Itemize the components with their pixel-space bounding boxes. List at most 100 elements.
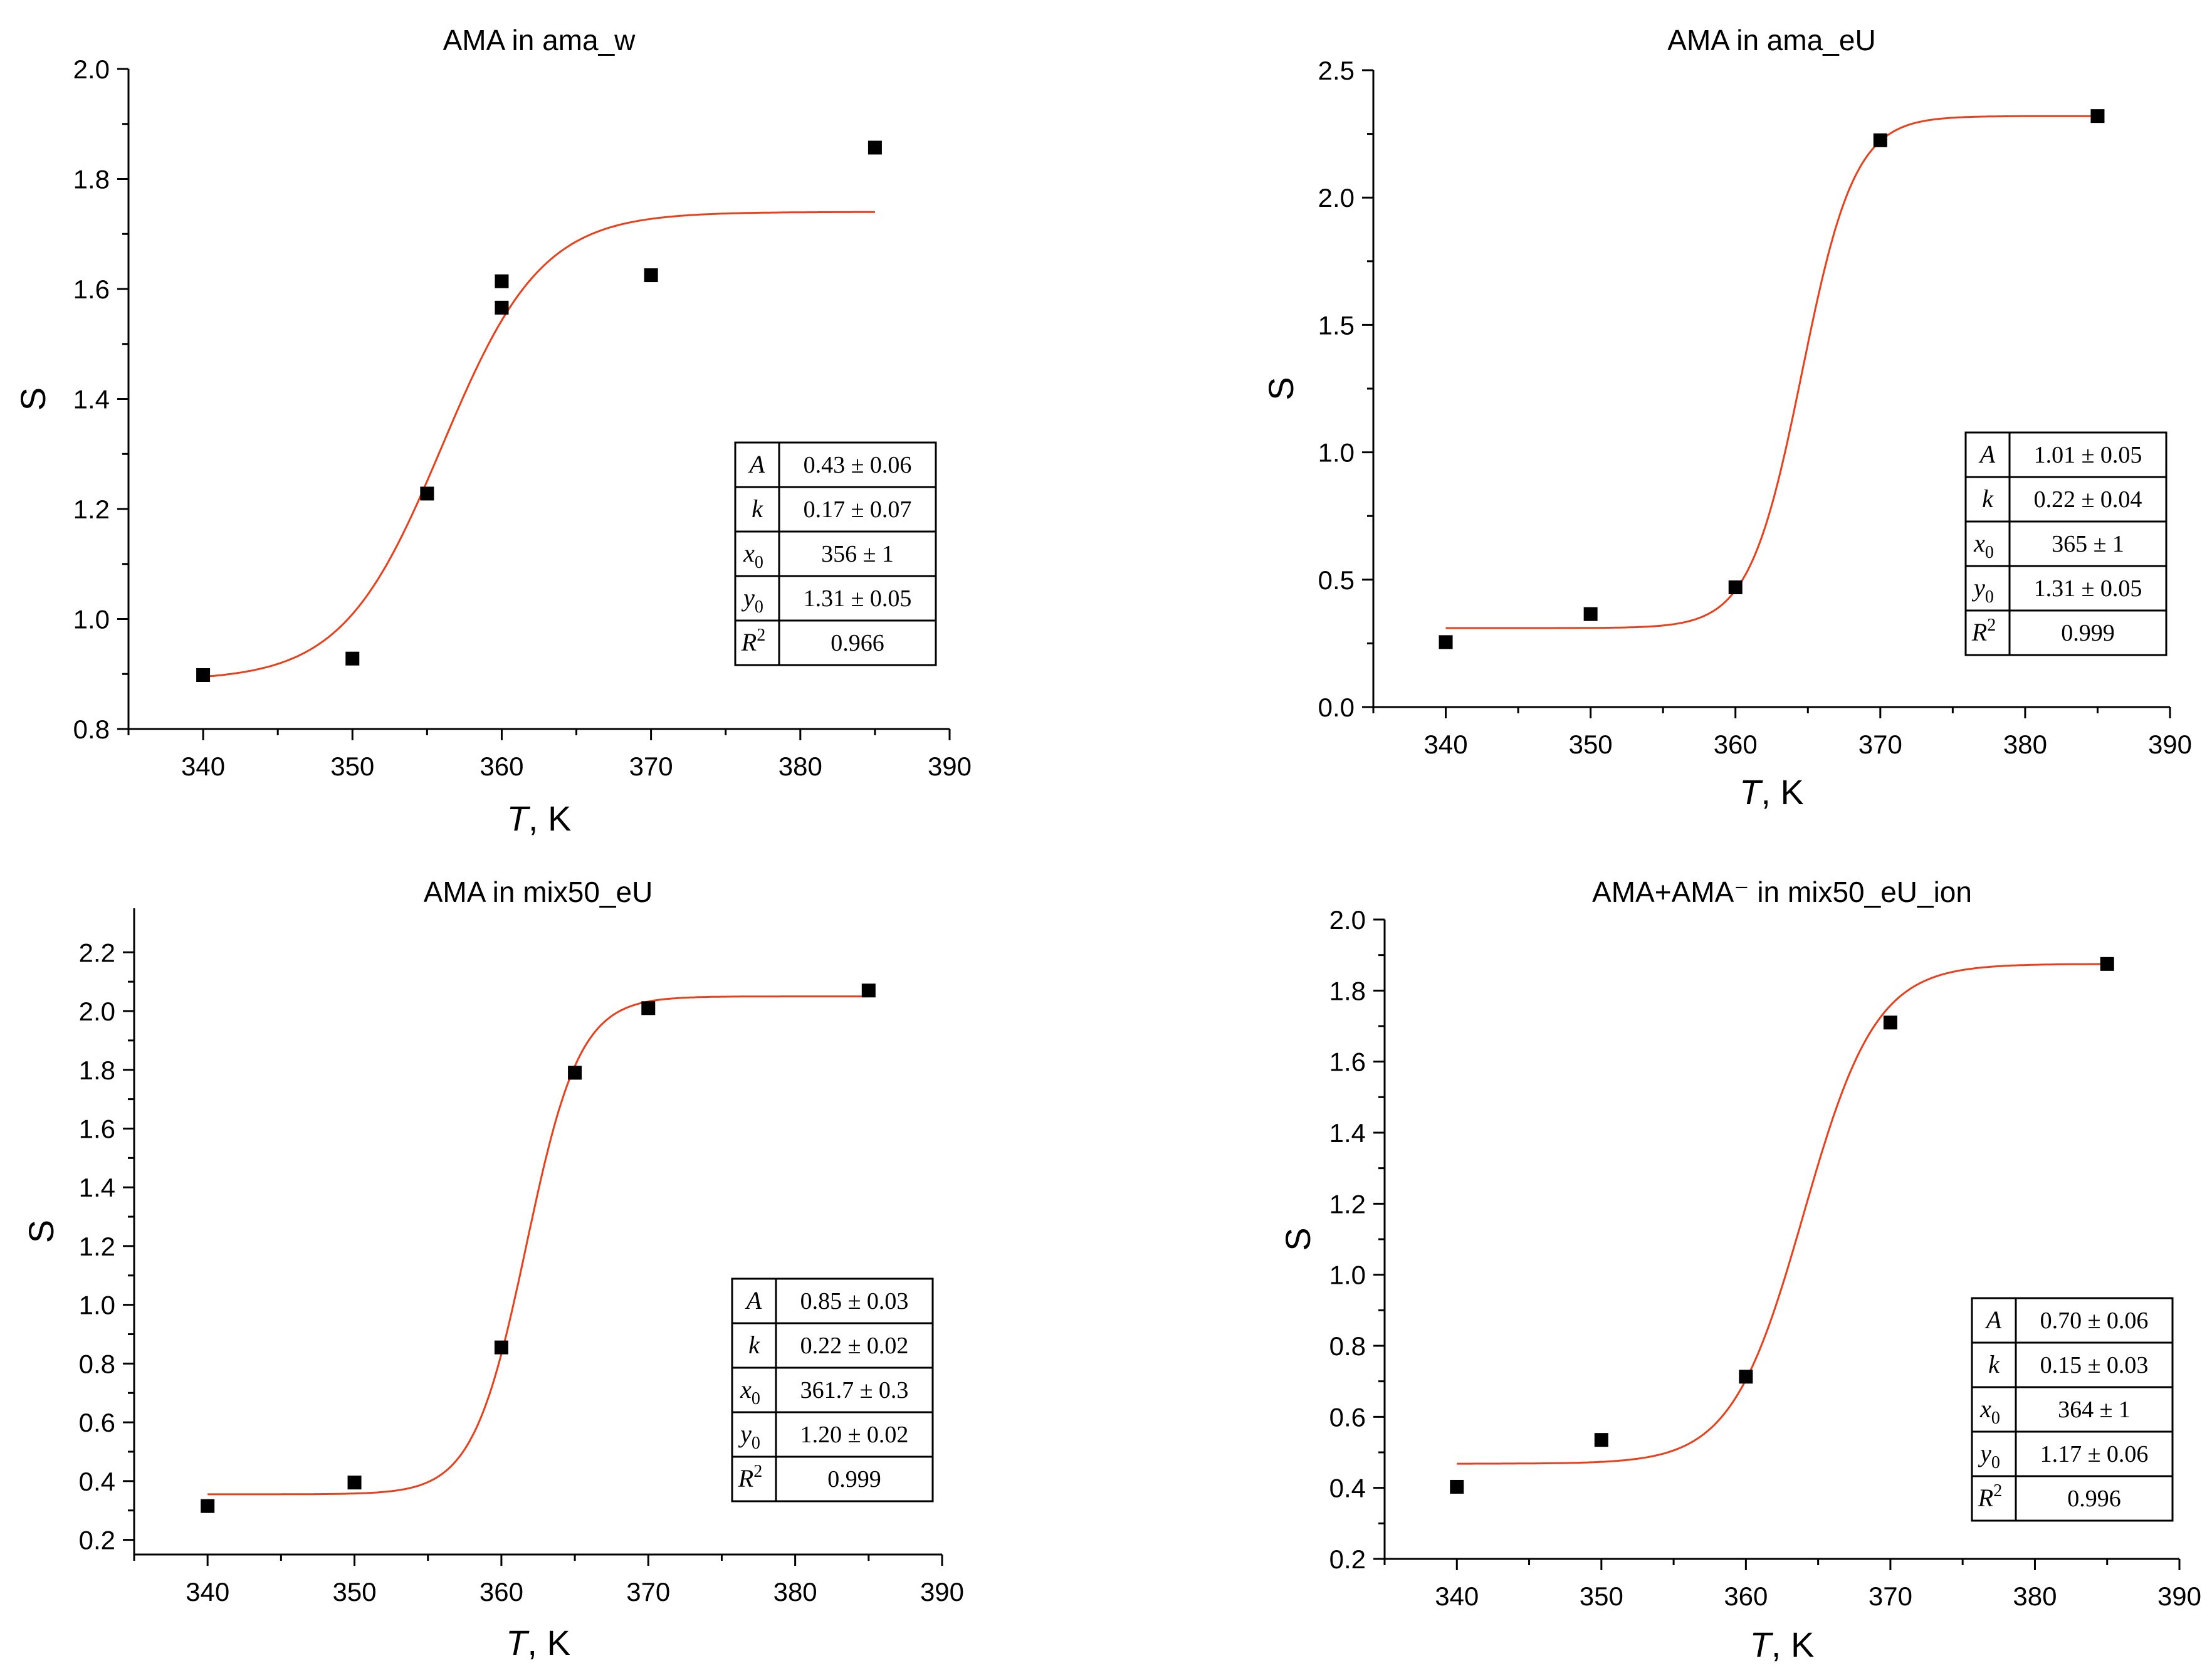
x-axis-label-symbol: T bbox=[1739, 772, 1763, 812]
x-tick-label: 370 bbox=[1858, 730, 1902, 759]
x-tick-label: 350 bbox=[1569, 730, 1613, 759]
table-param-y: y0 bbox=[1978, 1439, 2000, 1472]
y-tick-label: 2.0 bbox=[1318, 183, 1355, 212]
x-tick-label: 390 bbox=[2157, 1581, 2201, 1611]
table-border bbox=[731, 1277, 934, 1502]
table-param-R: R2 bbox=[738, 1462, 762, 1492]
param-subscript: 0 bbox=[1985, 543, 1994, 562]
data-point bbox=[201, 1499, 215, 1513]
y-tick-label: 2.0 bbox=[73, 55, 110, 84]
param-symbol: R bbox=[741, 628, 757, 656]
chart-title: AMA+AMA⁻ in mix50_eU_ion bbox=[1592, 876, 1972, 908]
param-symbol: x bbox=[743, 539, 755, 567]
table-param-y: y0 bbox=[741, 584, 763, 617]
chart-title: AMA in mix50_eU bbox=[424, 876, 653, 908]
x-tick-label: 360 bbox=[1714, 730, 1758, 759]
table-param-y: y0 bbox=[738, 1420, 760, 1453]
x-tick-label: 350 bbox=[1580, 1581, 1623, 1611]
data-point bbox=[644, 268, 658, 283]
fit-curve bbox=[1457, 963, 2107, 1465]
table-border bbox=[1964, 431, 2167, 656]
table-param-k: k bbox=[1982, 485, 1994, 513]
x-axis-label-unit: , K bbox=[1761, 772, 1803, 812]
y-tick-label: 1.6 bbox=[1329, 1047, 1366, 1077]
param-symbol: R bbox=[1978, 1484, 1993, 1512]
data-point bbox=[1450, 1479, 1464, 1494]
data-point bbox=[420, 486, 434, 501]
param-symbol: y bbox=[1971, 574, 1985, 602]
x-axis-label: T, K bbox=[1739, 772, 1804, 812]
table-param-R: R2 bbox=[1978, 1481, 2002, 1512]
table-value: 1.31 ± 0.05 bbox=[804, 585, 912, 612]
y-tick-label: 2.0 bbox=[1329, 905, 1366, 935]
x-tick-label: 390 bbox=[2148, 730, 2192, 759]
table-value: 1.01 ± 0.05 bbox=[2034, 442, 2142, 468]
param-superscript: 2 bbox=[1993, 1481, 2002, 1501]
table-param-A: A bbox=[1978, 440, 1996, 468]
table-param-R: R2 bbox=[741, 626, 765, 656]
x-tick-label: 380 bbox=[2013, 1581, 2057, 1611]
data-point bbox=[196, 668, 211, 683]
table-param-A: A bbox=[745, 1286, 762, 1314]
y-tick-label: 1.2 bbox=[79, 1232, 115, 1261]
param-symbol: k bbox=[1982, 485, 1994, 513]
y-axis-label: S bbox=[21, 1220, 61, 1243]
y-tick-label: 2.0 bbox=[79, 997, 115, 1026]
data-point bbox=[861, 983, 876, 998]
y-tick-label: 0.6 bbox=[79, 1408, 115, 1437]
x-tick-label: 370 bbox=[629, 752, 673, 781]
data-point bbox=[1883, 1015, 1897, 1030]
param-symbol: x bbox=[1973, 529, 1985, 557]
x-tick-label: 360 bbox=[480, 1577, 523, 1607]
param-symbol: k bbox=[752, 495, 763, 523]
param-symbol: y bbox=[738, 1420, 752, 1448]
table-param-A: A bbox=[748, 450, 765, 478]
x-tick-label: 360 bbox=[1724, 1581, 1768, 1611]
param-superscript: 2 bbox=[1987, 616, 1996, 635]
data-point bbox=[345, 651, 360, 666]
table-param-x: x0 bbox=[1979, 1395, 2000, 1428]
data-point bbox=[568, 1066, 582, 1080]
table-param-k: k bbox=[1988, 1350, 2000, 1378]
chart-panel-4: AMA+AMA⁻ in mix50_eU_ion 340 350 360 370 380 3… bbox=[1278, 876, 2201, 1664]
param-symbol: R bbox=[1971, 618, 1987, 646]
y-tick-label: 1.4 bbox=[79, 1173, 115, 1202]
y-axis-label: S bbox=[13, 387, 53, 411]
param-symbol: k bbox=[748, 1331, 760, 1359]
x-axis-label: T, K bbox=[1750, 1625, 1815, 1664]
y-tick-label: 0.5 bbox=[1318, 565, 1355, 595]
param-symbol: x bbox=[1979, 1395, 1991, 1423]
chart-panel-2: AMA in ama_eU 340 350 360 370 380 390 0.0 0.5 1.0… bbox=[1261, 24, 2192, 812]
table-param-k: k bbox=[752, 495, 763, 523]
table-value: 0.22 ± 0.02 bbox=[800, 1333, 909, 1359]
x-tick-label: 390 bbox=[920, 1577, 964, 1607]
x-tick-label: 370 bbox=[1869, 1581, 1912, 1611]
x-tick-label: 340 bbox=[1435, 1581, 1479, 1611]
table-value: 1.17 ± 0.06 bbox=[2040, 1441, 2149, 1467]
param-symbol: A bbox=[748, 450, 765, 478]
data-point bbox=[495, 274, 509, 288]
y-tick-label: 1.0 bbox=[1329, 1261, 1366, 1290]
x-axis-label: T, K bbox=[507, 799, 572, 838]
data-point bbox=[1583, 607, 1598, 621]
data-point bbox=[1739, 1370, 1753, 1384]
param-symbol: A bbox=[1984, 1306, 2002, 1334]
table-param-A: A bbox=[1984, 1306, 2002, 1334]
table-value: 356 ± 1 bbox=[821, 541, 894, 567]
table-value: 0.996 bbox=[2067, 1486, 2121, 1512]
x-tick-label: 350 bbox=[333, 1577, 377, 1607]
y-tick-label: 2.2 bbox=[79, 938, 115, 967]
data-point bbox=[2090, 109, 2105, 123]
chart-panel-3: AMA in mix50_eU 340 350 360 370 380 390 0.2 0.4 0… bbox=[21, 876, 964, 1662]
x-axis-label-unit: , K bbox=[527, 1623, 570, 1662]
param-subscript: 0 bbox=[755, 597, 763, 617]
table-border bbox=[734, 441, 937, 666]
param-subscript: 0 bbox=[752, 1434, 760, 1453]
data-point bbox=[868, 140, 882, 155]
table-param-k: k bbox=[748, 1331, 760, 1359]
table-value: 1.20 ± 0.02 bbox=[800, 1422, 909, 1448]
